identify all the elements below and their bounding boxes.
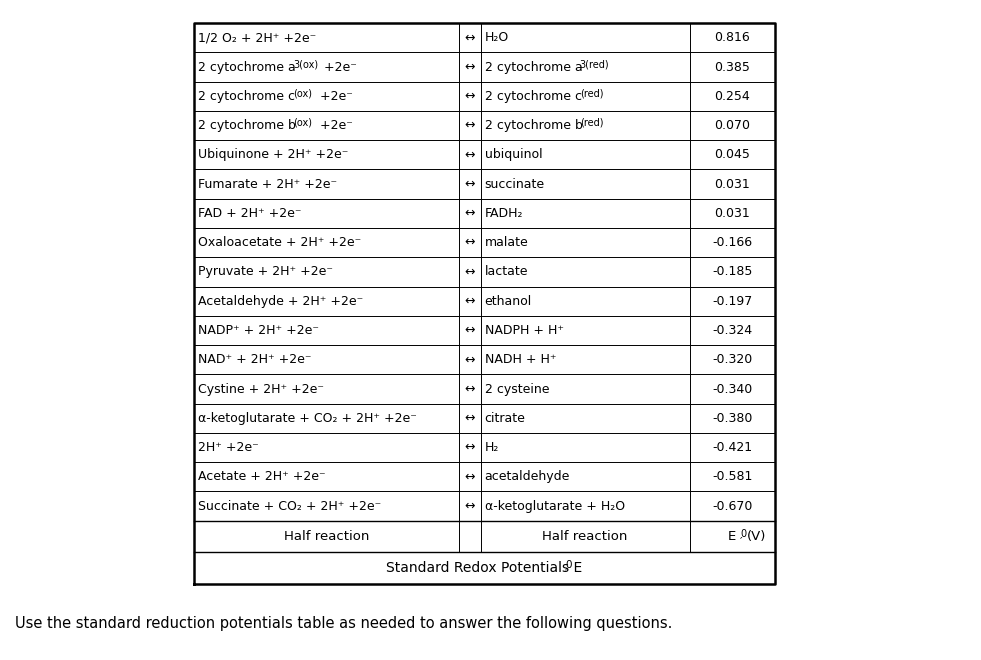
Text: Ubiquinone + 2H⁺ +2e⁻: Ubiquinone + 2H⁺ +2e⁻: [198, 148, 348, 161]
Text: 3(ox): 3(ox): [293, 59, 319, 69]
Text: acetaldehyde: acetaldehyde: [485, 471, 570, 483]
Text: ↔: ↔: [465, 31, 475, 44]
Text: lactate: lactate: [485, 265, 528, 279]
Text: 0.254: 0.254: [714, 90, 750, 103]
Text: -0.324: -0.324: [712, 324, 752, 337]
Text: 0: 0: [566, 560, 572, 570]
Text: NADPH + H⁺: NADPH + H⁺: [485, 324, 564, 337]
Text: Fumarate + 2H⁺ +2e⁻: Fumarate + 2H⁺ +2e⁻: [198, 178, 337, 191]
Text: ′: ′: [565, 567, 567, 579]
Text: NAD⁺ + 2H⁺ +2e⁻: NAD⁺ + 2H⁺ +2e⁻: [198, 353, 312, 366]
Text: ↔: ↔: [465, 236, 475, 249]
Text: (ox): (ox): [293, 117, 312, 127]
Text: H₂: H₂: [485, 441, 499, 454]
Text: Use the standard reduction potentials table as needed to answer the following qu: Use the standard reduction potentials ta…: [15, 616, 672, 631]
Text: Succinate + CO₂ + 2H⁺ +2e⁻: Succinate + CO₂ + 2H⁺ +2e⁻: [198, 500, 382, 513]
Text: Standard Redox Potentials E: Standard Redox Potentials E: [387, 561, 583, 576]
Text: ↔: ↔: [465, 353, 475, 366]
Text: H₂O: H₂O: [485, 31, 509, 44]
Text: 0: 0: [741, 529, 747, 539]
Text: ↔: ↔: [465, 383, 475, 395]
Text: 2 cysteine: 2 cysteine: [485, 383, 549, 395]
Text: (red): (red): [580, 88, 603, 98]
Text: 0.031: 0.031: [714, 178, 750, 191]
Text: succinate: succinate: [485, 178, 544, 191]
Text: E: E: [728, 530, 737, 543]
Text: (V): (V): [748, 530, 767, 543]
Text: Cystine + 2H⁺ +2e⁻: Cystine + 2H⁺ +2e⁻: [198, 383, 325, 395]
Text: FAD + 2H⁺ +2e⁻: FAD + 2H⁺ +2e⁻: [198, 207, 302, 220]
Text: Acetate + 2H⁺ +2e⁻: Acetate + 2H⁺ +2e⁻: [198, 471, 326, 483]
Text: Oxaloacetate + 2H⁺ +2e⁻: Oxaloacetate + 2H⁺ +2e⁻: [198, 236, 361, 249]
Text: -0.340: -0.340: [712, 383, 752, 395]
Text: malate: malate: [485, 236, 529, 249]
Text: ↔: ↔: [465, 207, 475, 220]
Text: ↔: ↔: [465, 90, 475, 103]
Text: -0.670: -0.670: [712, 500, 752, 513]
Text: +2e⁻: +2e⁻: [320, 61, 357, 73]
Text: 0.385: 0.385: [714, 61, 750, 73]
Text: ↔: ↔: [465, 61, 475, 73]
Text: 0.816: 0.816: [714, 31, 750, 44]
Text: ↔: ↔: [465, 178, 475, 191]
Text: 0.045: 0.045: [714, 148, 750, 161]
Text: ↔: ↔: [465, 412, 475, 425]
Text: -0.320: -0.320: [712, 353, 752, 366]
Text: ↔: ↔: [465, 265, 475, 279]
Text: Acetaldehyde + 2H⁺ +2e⁻: Acetaldehyde + 2H⁺ +2e⁻: [198, 295, 364, 308]
Text: NADH + H⁺: NADH + H⁺: [485, 353, 556, 366]
Text: FADH₂: FADH₂: [485, 207, 523, 220]
Text: -0.166: -0.166: [712, 236, 752, 249]
Text: -0.185: -0.185: [712, 265, 752, 279]
Text: -0.197: -0.197: [712, 295, 752, 308]
Text: α-ketoglutarate + H₂O: α-ketoglutarate + H₂O: [485, 500, 625, 513]
Text: 2 cytochrome a: 2 cytochrome a: [198, 61, 296, 73]
Text: Half reaction: Half reaction: [284, 530, 370, 543]
Text: 1/2 O₂ + 2H⁺ +2e⁻: 1/2 O₂ + 2H⁺ +2e⁻: [198, 31, 317, 44]
Text: Half reaction: Half reaction: [542, 530, 628, 543]
Text: ′: ′: [740, 537, 742, 546]
Text: ethanol: ethanol: [485, 295, 532, 308]
Text: 2 cytochrome c: 2 cytochrome c: [198, 90, 295, 103]
Text: ubiquinol: ubiquinol: [485, 148, 542, 161]
Text: (ox): (ox): [293, 88, 312, 98]
Text: -0.421: -0.421: [712, 441, 752, 454]
Text: citrate: citrate: [485, 412, 526, 425]
Text: α-ketoglutarate + CO₂ + 2H⁺ +2e⁻: α-ketoglutarate + CO₂ + 2H⁺ +2e⁻: [198, 412, 417, 425]
Text: -0.581: -0.581: [712, 471, 752, 483]
Text: NADP⁺ + 2H⁺ +2e⁻: NADP⁺ + 2H⁺ +2e⁻: [198, 324, 319, 337]
Text: ↔: ↔: [465, 500, 475, 513]
Text: 2 cytochrome a: 2 cytochrome a: [485, 61, 583, 73]
Text: ↔: ↔: [465, 295, 475, 308]
Text: 0.070: 0.070: [714, 119, 750, 132]
Text: +2e⁻: +2e⁻: [316, 90, 353, 103]
Text: ↔: ↔: [465, 324, 475, 337]
Text: 2H⁺ +2e⁻: 2H⁺ +2e⁻: [198, 441, 259, 454]
Text: 3(red): 3(red): [580, 59, 609, 69]
Text: -0.380: -0.380: [712, 412, 752, 425]
Text: ↔: ↔: [465, 148, 475, 161]
Text: ↔: ↔: [465, 441, 475, 454]
Text: (red): (red): [580, 117, 603, 127]
Text: 0.031: 0.031: [714, 207, 750, 220]
Text: 2 cytochrome c: 2 cytochrome c: [485, 90, 582, 103]
Text: 2 cytochrome b: 2 cytochrome b: [198, 119, 296, 132]
Text: 2 cytochrome b: 2 cytochrome b: [485, 119, 583, 132]
Text: +2e⁻: +2e⁻: [316, 119, 353, 132]
Text: ↔: ↔: [465, 471, 475, 483]
Text: ↔: ↔: [465, 119, 475, 132]
Text: Pyruvate + 2H⁺ +2e⁻: Pyruvate + 2H⁺ +2e⁻: [198, 265, 334, 279]
